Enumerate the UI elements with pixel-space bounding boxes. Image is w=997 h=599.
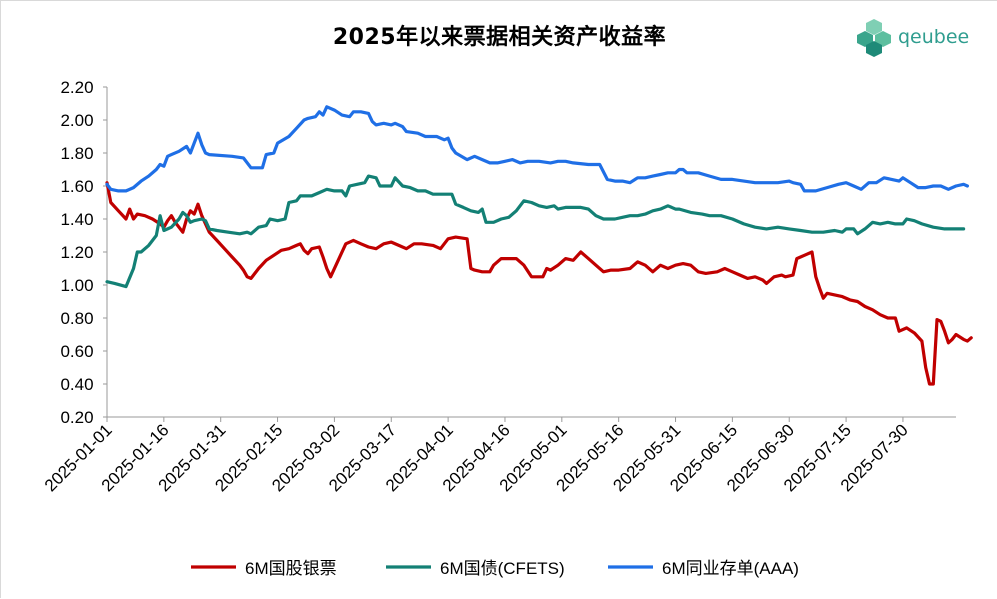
brand-logo: qeubee: [856, 17, 969, 57]
legend-label-2: 6M国债(CFETS): [440, 559, 565, 578]
y-tick-label: 0.60: [60, 342, 93, 361]
chart-title: 2025年以来票据相关资产收益率: [332, 25, 667, 50]
y-tick-label: 1.60: [60, 177, 93, 196]
legend-label-1: 6M国股银票: [245, 559, 337, 578]
series-lines: [105, 105, 973, 386]
cube-logo-icon: [857, 19, 891, 57]
y-axis-ticks: 0.20 0.40 0.60 0.80 1.00 1.20 1.40 1.60 1.80 2.00…: [60, 78, 107, 427]
y-tick-label: 0.20: [60, 408, 93, 427]
y-tick-label: 0.80: [60, 309, 93, 328]
x-axis-ticks: 2025-01-012025-01-162025-01-312025-02-15…: [41, 417, 912, 495]
series-line-2: [105, 174, 966, 289]
y-tick-label: 2.00: [60, 111, 93, 130]
y-tick-label: 1.00: [60, 276, 93, 295]
brand-logo-text: qeubee: [898, 26, 970, 48]
y-tick-label: 2.20: [60, 78, 93, 97]
series-line-3: [105, 105, 970, 193]
series-line-1: [105, 181, 973, 386]
y-tick-label: 1.40: [60, 210, 93, 229]
y-tick-label: 0.40: [60, 375, 93, 394]
y-tick-label: 1.80: [60, 144, 93, 163]
y-tick-label: 1.20: [60, 243, 93, 262]
legend-label-3: 6M同业存单(AAA): [662, 559, 799, 578]
legend: 6M国股银票 6M国债(CFETS) 6M同业存单(AAA): [191, 559, 799, 578]
